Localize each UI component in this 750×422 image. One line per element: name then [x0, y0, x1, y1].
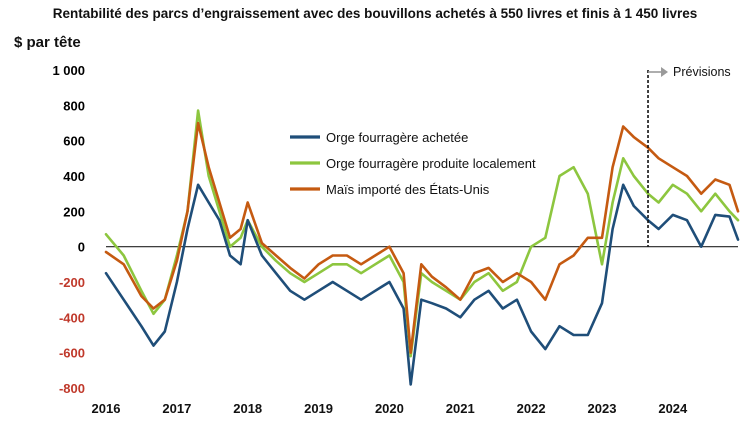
x-tick-label: 2017 — [162, 401, 191, 416]
series-line — [104, 121, 740, 355]
forecast-label: Prévisions — [673, 65, 731, 79]
legend-entry: Orge fourragère produite localement — [326, 156, 536, 171]
x-tick-label: 2019 — [304, 401, 333, 416]
y-tick-label: 0 — [78, 240, 85, 255]
x-tick-label: 2023 — [588, 401, 617, 416]
y-tick-label: 600 — [63, 134, 85, 149]
chart-title: Rentabilité des parcs d’engraissement av… — [52, 6, 698, 21]
x-tick-label: 2024 — [658, 401, 688, 416]
y-tick-label: -200 — [59, 275, 85, 290]
x-tick-label: 2022 — [517, 401, 546, 416]
x-tick-label: 2018 — [233, 401, 262, 416]
y-tick-label: 1 000 — [52, 63, 85, 78]
y-tick-label: 400 — [63, 169, 85, 184]
y-axis-label: $ par tête — [14, 34, 81, 51]
series-line — [104, 183, 740, 386]
x-tick-label: 2021 — [446, 401, 475, 416]
y-tick-label: 800 — [63, 98, 85, 113]
legend-entry: Maïs importé des États-Unis — [326, 182, 490, 197]
y-tick-label: -600 — [59, 346, 85, 361]
x-tick-label: 2020 — [375, 401, 404, 416]
forecast-arrow-icon — [661, 67, 669, 77]
y-tick-label: -400 — [59, 310, 85, 325]
x-tick-label: 2016 — [92, 401, 121, 416]
legend-entry: Orge fourragère achetée — [326, 130, 468, 145]
y-tick-label: 200 — [63, 204, 85, 219]
y-tick-label: -800 — [59, 381, 85, 396]
series-line — [104, 109, 740, 358]
